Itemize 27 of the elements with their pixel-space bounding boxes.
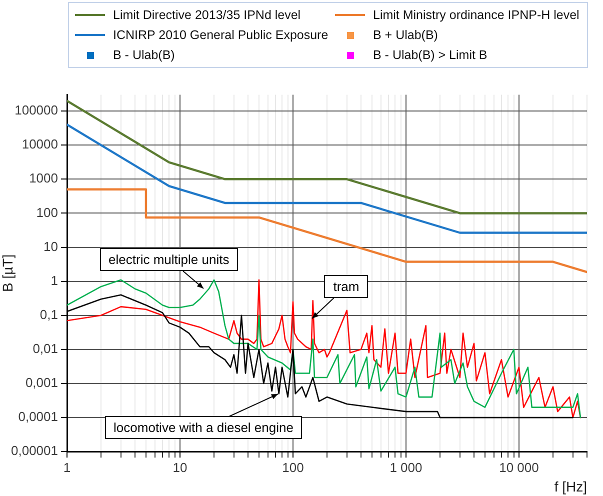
y-tick-label: 0,00001	[11, 443, 58, 458]
y-tick-label: 1000	[29, 170, 58, 186]
x-tick-label: 10	[172, 460, 188, 475]
x-tick-label: 100	[282, 460, 304, 475]
x-tick-label: 1 000	[390, 460, 422, 475]
legend-label: ICNIRP 2010 General Public Exposure	[113, 28, 328, 42]
y-tick-label: 0,001	[25, 375, 58, 390]
y-tick-label: 10	[44, 238, 58, 254]
y-tick-label: 100	[36, 204, 58, 220]
y-tick-label: 0,1	[40, 306, 58, 322]
y-axis-title: B [µT]	[0, 254, 16, 292]
x-tick-label: 10 000	[499, 460, 539, 475]
legend-label: Limit Ministry ordinance IPNP-H level	[373, 8, 580, 22]
y-tick-label: 100000	[14, 102, 58, 118]
legend-label: B - Ulab(B)	[113, 48, 175, 62]
x-tick-label: 1	[63, 460, 71, 475]
x-axis-title: f [Hz]	[554, 478, 587, 494]
annotation: tram	[324, 275, 368, 298]
y-tick-label: 0,0001	[18, 409, 58, 424]
y-tick-label: 1	[50, 272, 58, 288]
legend-label: B + Ulab(B)	[373, 28, 438, 42]
annotation: electric multiple units	[100, 248, 238, 272]
y-tick-label: 10000	[22, 136, 58, 152]
legend-label: Limit Directive 2013/35 IPNd level	[113, 8, 301, 22]
legend-label: B - Ulab(B) > Limit B	[373, 48, 488, 62]
annotation: locomotive with a diesel engine	[104, 416, 302, 440]
y-tick-label: 0,01	[32, 341, 58, 356]
